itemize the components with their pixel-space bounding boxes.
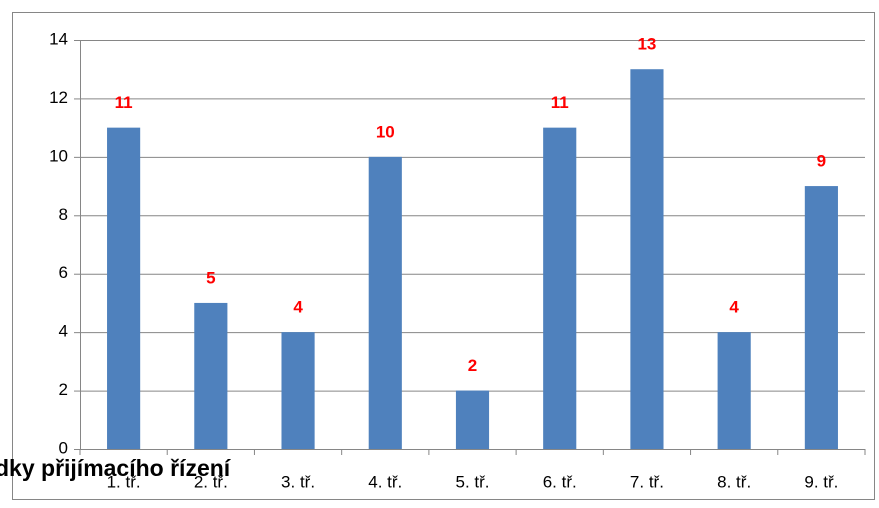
y-tick-label: 12: [49, 88, 68, 107]
x-tick-label: 4. tř.: [368, 472, 402, 491]
data-label: 4: [293, 298, 303, 317]
x-tick-label: 3. tř.: [281, 472, 315, 491]
bar: [630, 69, 664, 449]
bar: [107, 127, 141, 450]
data-label: 11: [115, 93, 133, 112]
y-tick-label: 4: [59, 322, 68, 341]
data-label: 5: [206, 268, 215, 287]
x-tick-label: 6. tř.: [543, 472, 577, 491]
data-label: 13: [637, 35, 656, 54]
bar: [543, 127, 577, 450]
x-tick-label: 7. tř.: [630, 472, 664, 491]
bar: [194, 302, 228, 449]
bar: [368, 156, 402, 449]
y-tick-label: 0: [59, 438, 68, 457]
x-tick-label: 1. tř.: [107, 472, 141, 491]
bar: [281, 332, 315, 449]
bar: [804, 186, 838, 450]
y-tick-label: 10: [49, 146, 68, 165]
y-tick-label: 8: [59, 205, 68, 224]
data-label: 9: [817, 152, 826, 171]
x-tick-label: 2. tř.: [194, 472, 228, 491]
annotation: dky přijímacího řízení: [0, 455, 232, 481]
y-tick-label: 2: [59, 380, 68, 399]
bar: [455, 390, 490, 449]
x-tick-label: 9. tř.: [804, 472, 838, 491]
data-label: 11: [551, 93, 569, 112]
data-label: 10: [376, 122, 395, 141]
x-tick-label: 5. tř.: [455, 472, 489, 491]
data-label: 4: [729, 298, 739, 317]
y-tick-label: 14: [49, 29, 68, 48]
bar: [717, 332, 751, 449]
y-tick-label: 6: [59, 263, 68, 282]
x-tick-label: 8. tř.: [717, 472, 751, 491]
data-label: 2: [468, 356, 477, 375]
